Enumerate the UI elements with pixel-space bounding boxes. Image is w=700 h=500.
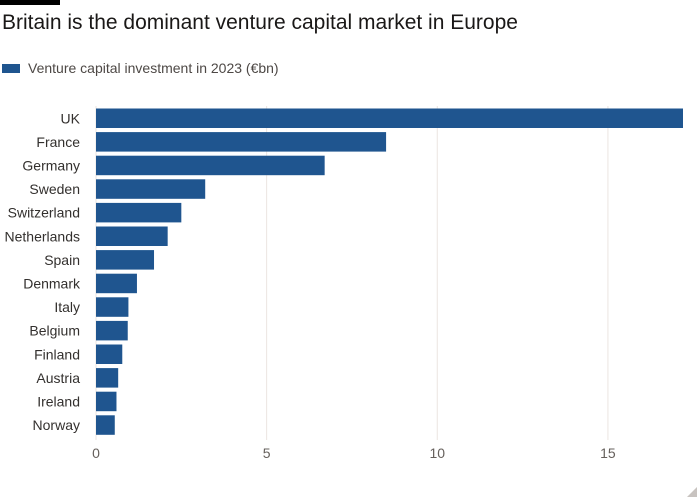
bar-netherlands xyxy=(96,226,168,246)
bar-uk xyxy=(96,108,683,128)
category-label-sweden: Sweden xyxy=(29,181,80,197)
category-label-switzerland: Switzerland xyxy=(8,205,80,221)
bar-france xyxy=(96,132,387,152)
chart-title: Britain is the dominant venture capital … xyxy=(2,11,518,34)
bar-finland xyxy=(96,344,123,364)
category-label-finland: Finland xyxy=(34,346,80,362)
bar-spain xyxy=(96,250,155,270)
bar-italy xyxy=(96,297,129,317)
x-tick-label-0: 0 xyxy=(92,445,100,461)
brand-top-bar xyxy=(0,0,60,5)
category-label-norway: Norway xyxy=(33,417,80,433)
x-tick-label-5: 5 xyxy=(263,445,271,461)
category-label-italy: Italy xyxy=(54,299,80,315)
legend-swatch xyxy=(2,63,20,73)
bar-sweden xyxy=(96,179,206,199)
x-tick-label-15: 15 xyxy=(600,445,616,461)
resize-corner-icon xyxy=(687,487,697,497)
bar-denmark xyxy=(96,273,137,294)
bar-austria xyxy=(96,368,119,388)
legend-label: Venture capital investment in 2023 (€bn) xyxy=(28,60,279,76)
category-label-austria: Austria xyxy=(36,370,80,386)
category-label-spain: Spain xyxy=(44,252,80,268)
x-tick-label-10: 10 xyxy=(429,445,445,461)
category-label-belgium: Belgium xyxy=(29,323,80,339)
category-label-france: France xyxy=(36,134,80,150)
category-label-germany: Germany xyxy=(22,157,80,173)
chart-legend: Venture capital investment in 2023 (€bn) xyxy=(2,58,279,78)
category-label-netherlands: Netherlands xyxy=(5,228,81,244)
bar-germany xyxy=(96,155,325,176)
bar-belgium xyxy=(96,320,128,341)
bar-switzerland xyxy=(96,202,182,223)
bar-ireland xyxy=(96,391,117,412)
category-label-ireland: Ireland xyxy=(37,393,80,409)
category-label-denmark: Denmark xyxy=(23,275,81,291)
bar-norway xyxy=(96,415,115,435)
category-label-uk: UK xyxy=(61,110,81,126)
